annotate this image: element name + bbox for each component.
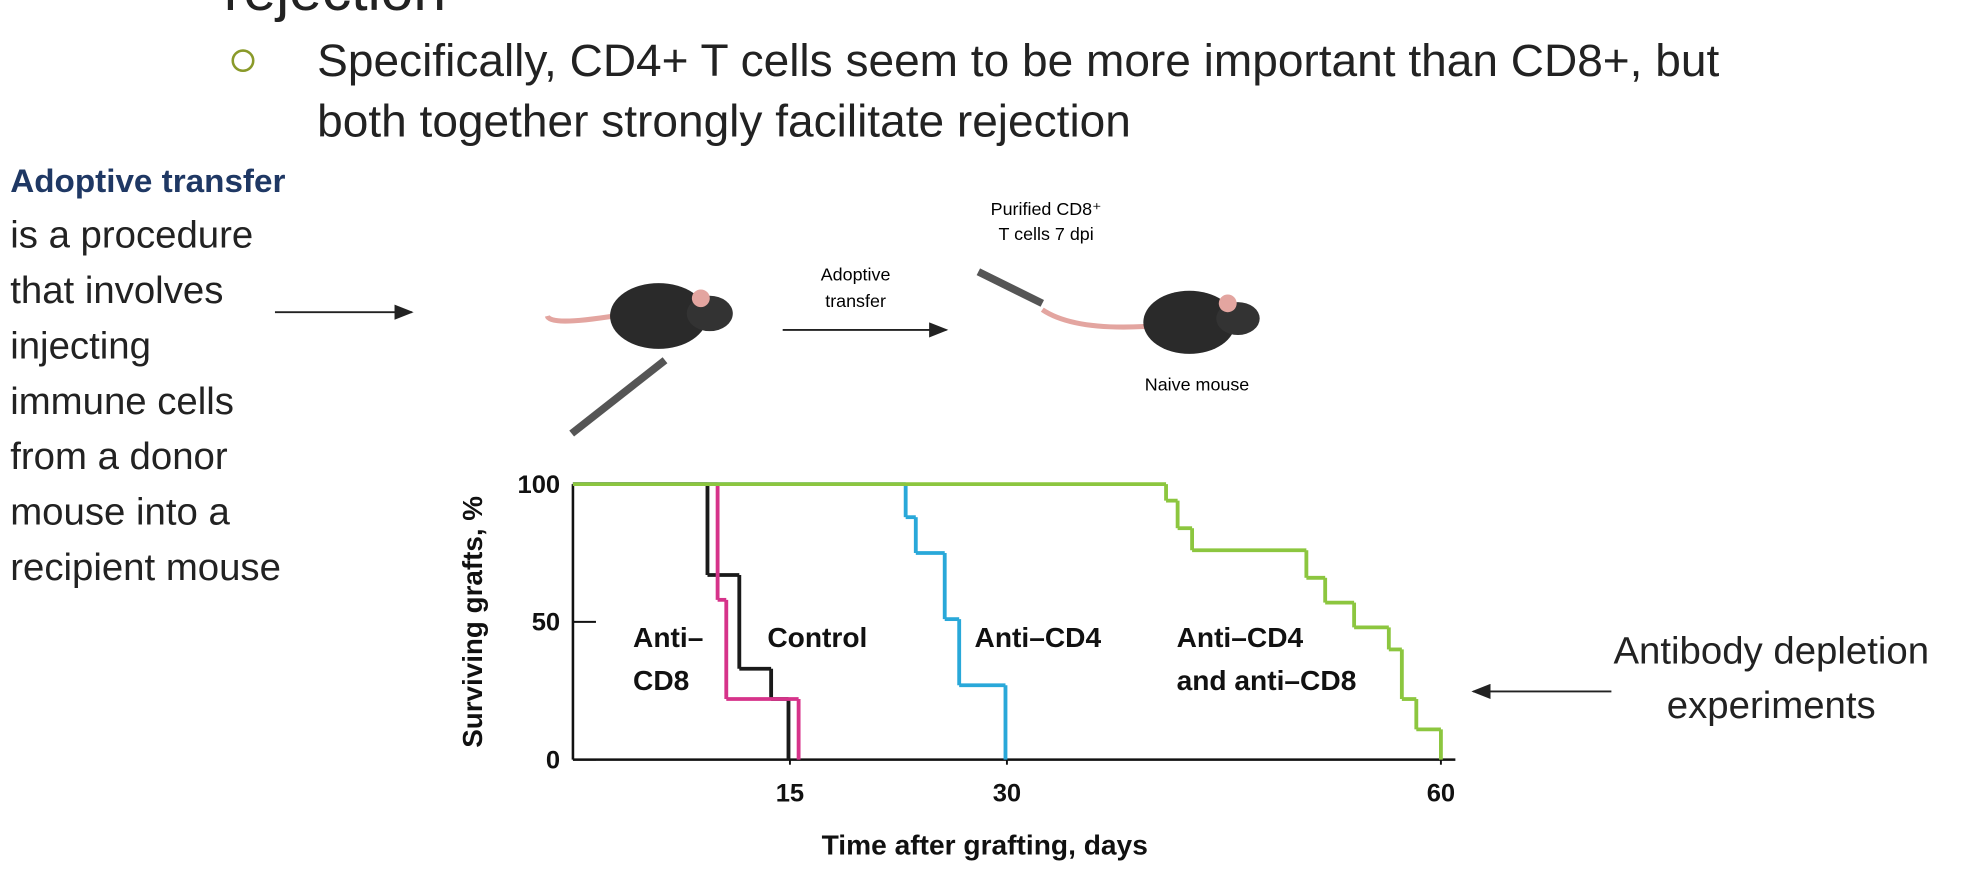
left-line: is a procedure	[10, 214, 253, 257]
left-line: from a donor	[10, 435, 228, 478]
left-line: injecting	[10, 325, 151, 368]
left-text: is a procedure that involves injecting immu…	[10, 214, 281, 589]
curve-label: and anti–CD8	[1177, 665, 1357, 696]
bullet-line: Specifically, CD4+ T cells seem to be mo…	[317, 35, 1719, 86]
curve-label: Anti–CD4	[1177, 622, 1304, 653]
left-line: that involves	[10, 269, 223, 312]
diagram-label: Adoptive	[821, 265, 891, 285]
y-tick-label: 100	[518, 471, 561, 499]
curve-label: Anti–	[633, 622, 703, 653]
x-tick-label: 15	[776, 779, 804, 807]
left-title: Adoptive transfer	[10, 163, 285, 200]
left-line: recipient mouse	[10, 546, 281, 589]
heading: rejection	[224, 0, 446, 23]
diagram-label: Naive mouse	[1145, 375, 1250, 395]
bullet	[231, 49, 255, 73]
y-tick-label: 50	[532, 609, 560, 637]
y-axis-label: Surviving grafts, %	[457, 496, 488, 748]
right-text: Antibody depletion	[1613, 630, 1929, 673]
y-tick-label: 0	[546, 747, 560, 775]
x-tick-label: 30	[993, 779, 1021, 807]
x-axis-label: Time after grafting, days	[822, 830, 1148, 861]
curve-label: CD8	[633, 665, 689, 696]
mouse-naive	[976, 268, 1260, 354]
curve-label: Control	[767, 622, 867, 653]
diagram-label: T cells 7 dpi	[999, 224, 1094, 244]
right-text: experiments	[1667, 684, 1876, 727]
curve-label: Anti–CD4	[975, 622, 1102, 653]
diagram-label: transfer	[825, 291, 886, 311]
mouse-donor	[544, 283, 733, 437]
chart: 0 50 100 15 30 60 Time after grafting, days Sur…	[457, 471, 1456, 861]
left-line: mouse into a	[10, 491, 230, 534]
x-tick-label: 60	[1427, 779, 1455, 807]
bullet-line: both together strongly facilitate reject…	[317, 96, 1131, 147]
diagram-label: Purified CD8⁺	[991, 199, 1102, 219]
left-line: immune cells	[10, 380, 234, 423]
